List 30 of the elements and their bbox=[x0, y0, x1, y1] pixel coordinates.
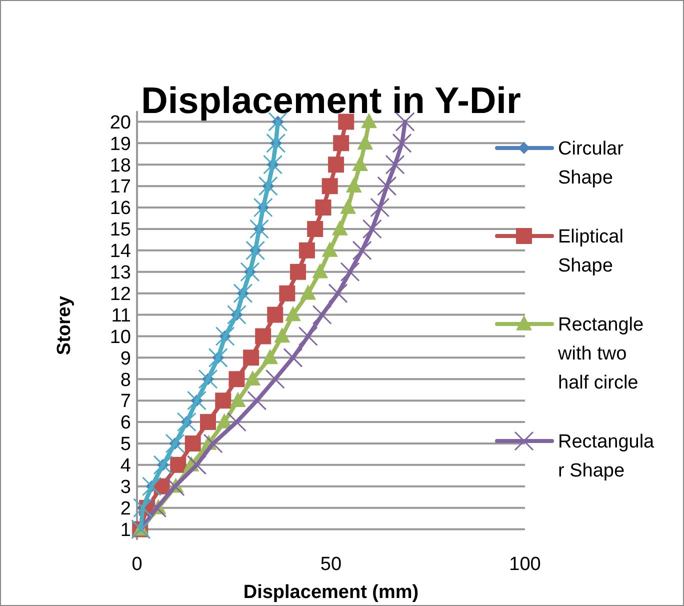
y-tick-label: 17 bbox=[110, 176, 131, 198]
y-tick-label: 9 bbox=[120, 348, 131, 370]
y-tick-label: 16 bbox=[110, 198, 131, 220]
y-tick-label: 12 bbox=[110, 284, 131, 305]
y-tick-label: 13 bbox=[110, 262, 131, 284]
x-tick-label: 0 bbox=[132, 554, 142, 575]
y-tick-label: 11 bbox=[111, 305, 131, 326]
chart-title: Displacement in Y-Dir bbox=[141, 80, 521, 121]
y-tick-label: 2 bbox=[120, 498, 131, 520]
y-tick-label: 4 bbox=[120, 456, 132, 477]
y-tick-label: 3 bbox=[120, 477, 131, 498]
y-axis-title: Storey bbox=[54, 296, 75, 356]
y-tick-label: 10 bbox=[110, 326, 131, 348]
y-tick-label: 7 bbox=[120, 391, 131, 412]
x-tick-label: 100 bbox=[509, 554, 541, 575]
y-tick-label: 19 bbox=[110, 134, 131, 155]
y-tick-label: 18 bbox=[110, 155, 131, 176]
x-tick-label: 50 bbox=[320, 554, 342, 575]
legend-label: Rectangle with two half circle bbox=[557, 314, 644, 394]
legend-label: Eliptical Shape bbox=[558, 226, 624, 277]
legend-label: Circular Shape bbox=[558, 138, 624, 189]
x-axis-title: Displacement (mm) bbox=[243, 582, 419, 603]
y-tick-label: 8 bbox=[120, 370, 131, 391]
y-tick-label: 6 bbox=[120, 412, 131, 434]
y-tick-label: 14 bbox=[110, 241, 132, 262]
y-tick-label: 5 bbox=[120, 434, 131, 456]
y-tick-label: 20 bbox=[110, 112, 131, 134]
y-tick-label: 15 bbox=[110, 220, 131, 241]
y-tick-label: 1 bbox=[120, 520, 131, 541]
legend-label: Rectangular Shape bbox=[558, 432, 655, 482]
